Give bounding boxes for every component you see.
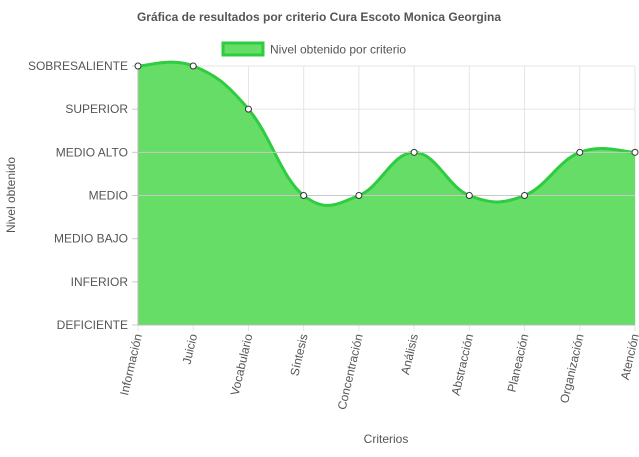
y-tick-label: SOBRESALIENTE [28, 59, 128, 73]
x-tick-label: Organización [557, 333, 587, 405]
data-point[interactable] [576, 148, 584, 156]
y-tick-label: MEDIO BAJO [54, 232, 128, 246]
data-point[interactable] [410, 148, 418, 156]
legend[interactable]: Nivel obtenido por criterio [221, 41, 406, 57]
x-tick-label: Síntesis [287, 333, 310, 378]
y-tick-label: MEDIO ALTO [56, 145, 128, 159]
y-tick-labels: DEFICIENTE INFERIOR MEDIO BAJO MEDIO MEDIO A… [28, 59, 128, 332]
data-point[interactable] [134, 62, 142, 70]
data-points [134, 62, 639, 199]
x-tick-label: Juicio [180, 332, 201, 365]
series-line [137, 60, 636, 207]
x-tick-label: Vocabulario [228, 332, 256, 397]
y-tick-label: INFERIOR [71, 275, 129, 289]
data-point[interactable] [300, 192, 308, 199]
area-layer [137, 60, 636, 326]
x-tick-label: Concentración [335, 333, 366, 412]
x-tick-label: Información [117, 333, 145, 397]
data-point[interactable] [355, 192, 363, 199]
x-tick-label: Atención [618, 333, 639, 382]
y-tick-label: MEDIO [89, 189, 128, 203]
legend-swatch [221, 41, 265, 57]
y-tick-label: SUPERIOR [65, 102, 128, 116]
data-point[interactable] [521, 192, 529, 199]
axes [137, 66, 635, 326]
reference-lines [138, 151, 635, 196]
y-axis-title: Nivel obtenido [4, 157, 18, 233]
x-tick-labels: Información Juicio Vocabulario Síntesis Conc… [117, 332, 639, 411]
y-tick-label: DEFICIENTE [57, 318, 128, 332]
x-axis-title: Criterios [364, 432, 409, 446]
chart-title: Gráfica de resultados por criterio Cura … [137, 10, 501, 24]
x-tick-label: Planeación [504, 333, 531, 394]
x-tick-label: Análisis [398, 333, 421, 376]
x-tick-label: Abstracción [449, 333, 477, 397]
data-point[interactable] [189, 62, 197, 70]
data-point[interactable] [631, 148, 639, 156]
data-point[interactable] [465, 192, 473, 199]
data-point[interactable] [244, 105, 252, 113]
legend-label: Nivel obtenido por criterio [270, 43, 406, 57]
area-fill [138, 62, 635, 326]
